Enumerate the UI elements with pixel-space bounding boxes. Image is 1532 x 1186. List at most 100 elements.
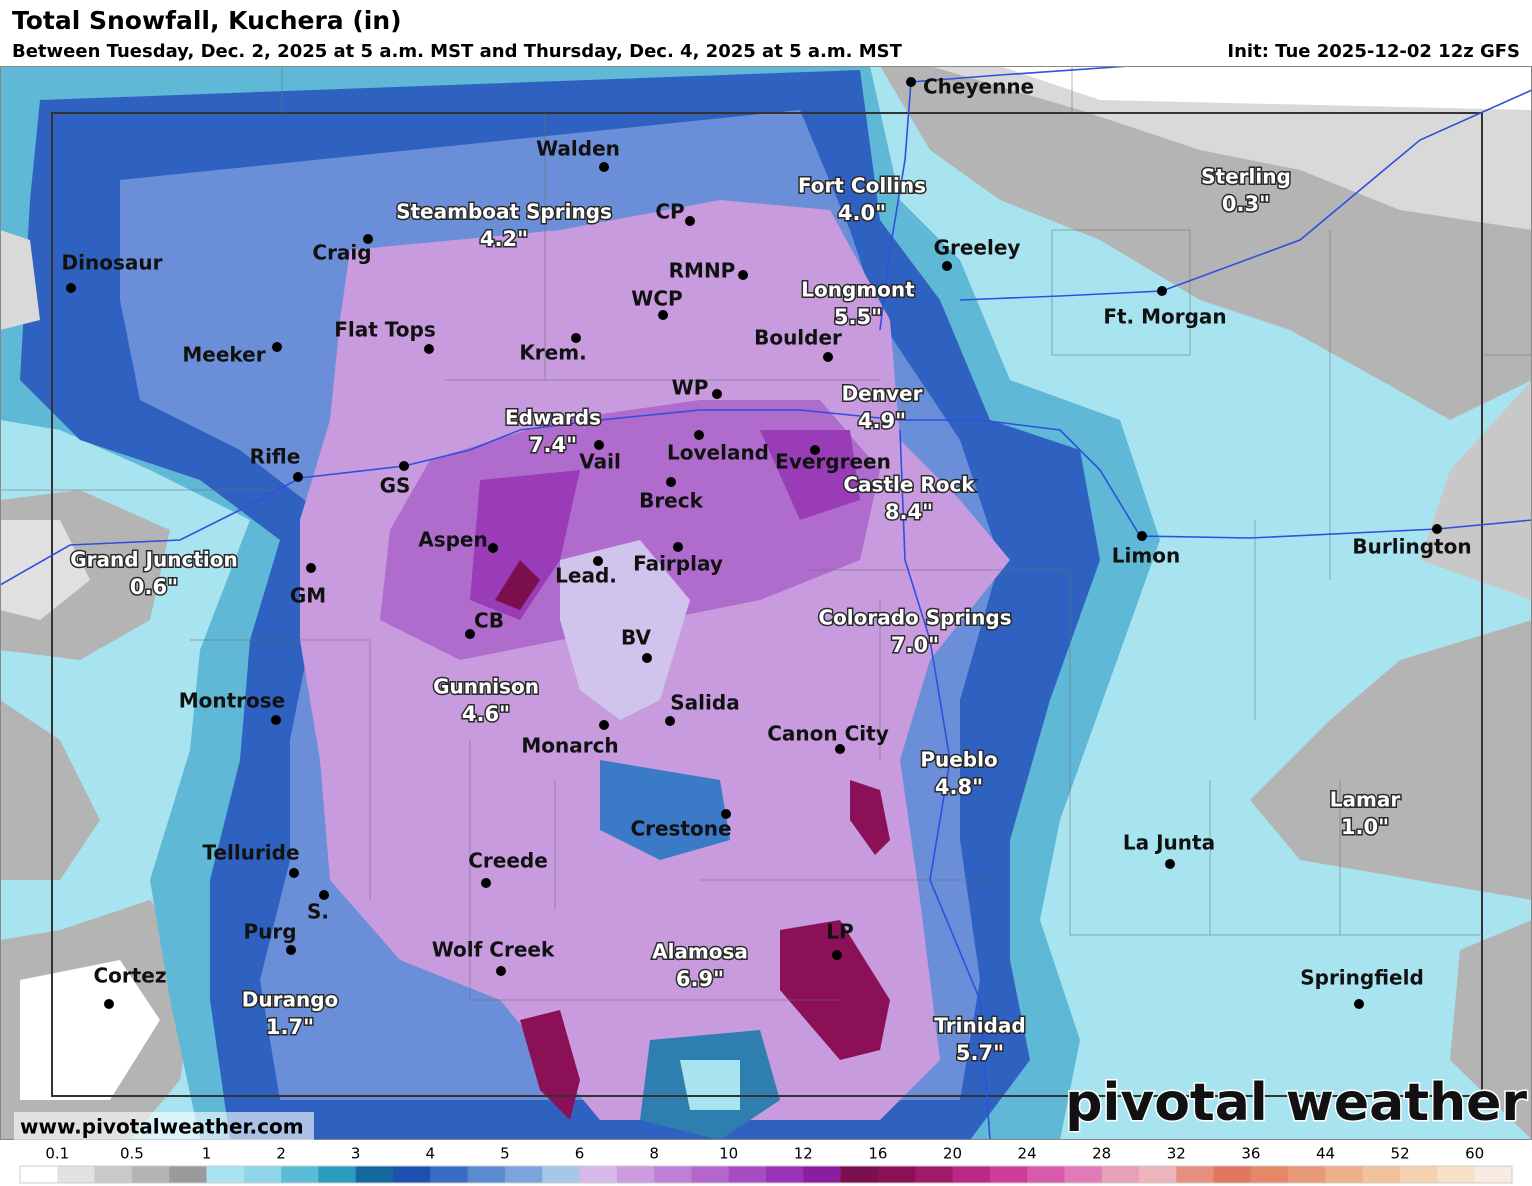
place-label: Vail (579, 450, 621, 474)
place-label: Canon City (767, 722, 888, 746)
legend-tick-label: 8 (649, 1145, 659, 1163)
city-dot (1137, 531, 1147, 541)
contour-max (850, 780, 890, 855)
place-label: Lead. (555, 564, 617, 588)
county-lines (0, 66, 1532, 1001)
place-label: Longmont (801, 278, 915, 302)
snowfall-amount: 4.8" (935, 775, 983, 799)
legend-tick-label: 5 (500, 1145, 510, 1163)
city-dot (465, 629, 475, 639)
city-dot (832, 950, 842, 960)
legend-swatch (1064, 1166, 1103, 1183)
snowfall-amount: 4.2" (480, 227, 528, 251)
watermark-bg (14, 1112, 314, 1142)
snowfall-amount: 6.9" (676, 967, 724, 991)
place-label: Denver (842, 382, 923, 406)
snowfall-amount: 4.6" (462, 702, 510, 726)
legend-tick-label: 1 (202, 1145, 212, 1163)
place-label: Ft. Morgan (1103, 305, 1226, 329)
place-label: Purg (243, 920, 296, 944)
legend-swatch (989, 1166, 1028, 1183)
place-label: Edwards (505, 406, 601, 430)
city-dot (399, 461, 409, 471)
legend-tick-label: 60 (1465, 1145, 1484, 1163)
city-dot (810, 445, 820, 455)
contour-light (930, 66, 1532, 230)
city-dot (942, 261, 952, 271)
title: Total Snowfall, Kuchera (in) (12, 6, 402, 35)
city-dot (593, 556, 603, 566)
snowfall-amount: 5.5" (834, 305, 882, 329)
snowfall-amount: 1.7" (266, 1015, 314, 1039)
place-label: Walden (536, 137, 620, 161)
legend-swatch (94, 1166, 133, 1183)
city-dot (906, 77, 916, 87)
snowfall-amount: 7.0" (891, 633, 939, 657)
legend-swatch (691, 1166, 730, 1183)
city-dot (1165, 859, 1175, 869)
city-dot (319, 890, 329, 900)
place-label: Trinidad (934, 1014, 1025, 1038)
contour-white (20, 960, 160, 1100)
legend-swatch (728, 1166, 767, 1183)
place-label: Aspen (418, 528, 488, 552)
legend-tick-label: 12 (794, 1145, 813, 1163)
legend-tick-label: 10 (719, 1145, 738, 1163)
place-label: Rifle (250, 445, 301, 469)
city-dot (293, 472, 303, 482)
place-label: GS (380, 474, 411, 498)
legend-swatch (1027, 1166, 1065, 1183)
city-dot (738, 270, 748, 280)
snowfall-amount: 4.9" (858, 409, 906, 433)
snowfall-amount: 1.0" (1341, 815, 1389, 839)
contour-magenta (470, 470, 580, 620)
place-label: BV (621, 626, 651, 650)
city-dot (272, 342, 282, 352)
city-dot (271, 715, 281, 725)
legend-swatch (57, 1166, 96, 1183)
contour-gray (1450, 920, 1532, 1140)
place-label: Crestone (630, 817, 731, 841)
legend-swatch (1400, 1166, 1438, 1183)
legend-tick-label: 16 (868, 1145, 887, 1163)
place-label: Limon (1112, 544, 1180, 568)
place-label: Burlington (1352, 535, 1471, 559)
legend-tick-label: 20 (943, 1145, 962, 1163)
place-label: RMNP (669, 259, 736, 283)
legend-tick-label: 24 (1018, 1145, 1037, 1163)
places: Cheyenne Walden Fort Collins 4.0" Steamboat … (62, 75, 1472, 1067)
place-label: Creede (468, 849, 548, 873)
legend-tick-label: 44 (1316, 1145, 1335, 1163)
legend-swatch (393, 1166, 431, 1183)
place-label: Telluride (202, 841, 299, 865)
city-dot (289, 868, 299, 878)
place-label: Steamboat Springs (396, 200, 612, 224)
place-label: Meeker (182, 343, 265, 367)
place-label: Colorado Springs (818, 606, 1011, 630)
city-dot (666, 477, 676, 487)
contour-gray (0, 700, 100, 880)
contour-gray (1420, 380, 1532, 600)
city-dot (599, 162, 609, 172)
legend-tick-label: 3 (351, 1145, 361, 1163)
legend-swatch (654, 1166, 692, 1183)
city-dot (488, 543, 498, 553)
contour-light (0, 230, 40, 330)
legend-swatch (766, 1166, 804, 1183)
city-dot (481, 878, 491, 888)
place-label: Salida (670, 691, 739, 715)
snowfall-amount: 5.7" (956, 1041, 1004, 1065)
place-label: Breck (639, 489, 704, 513)
legend-frame (19, 1165, 1513, 1184)
logo: pivotal weather (1065, 1073, 1527, 1133)
place-label: CB (474, 609, 504, 633)
legend-tick-label: 2 (276, 1145, 286, 1163)
place-label: S. (307, 900, 329, 924)
place-label: Boulder (754, 326, 842, 350)
city-dot (673, 542, 683, 552)
city-dot (1157, 286, 1167, 296)
legend-tick-label: 28 (1092, 1145, 1111, 1163)
legend-swatch (467, 1166, 506, 1183)
legend-swatch (579, 1166, 618, 1183)
legend-swatch (840, 1166, 879, 1183)
